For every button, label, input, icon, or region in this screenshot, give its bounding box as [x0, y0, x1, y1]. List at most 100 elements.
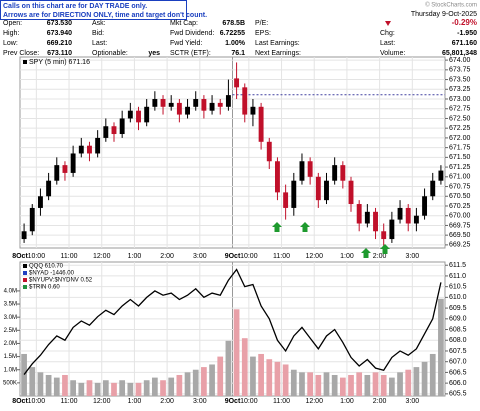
candle-body: [217, 102, 223, 107]
y-tick-label: 671.00: [449, 174, 471, 181]
field-value: 678.5B: [222, 20, 245, 27]
y-tick-label: 610.0: [449, 294, 467, 301]
candle-body: [54, 165, 60, 181]
x-tick-label: 2:00: [160, 398, 174, 405]
legend-swatch: [23, 278, 27, 282]
volume-bar: [168, 377, 175, 396]
field-label: Last Earnings:: [255, 40, 300, 47]
volume-bar: [389, 377, 395, 396]
candle-body: [78, 145, 84, 154]
candle-body: [364, 211, 370, 224]
candle-body: [127, 110, 133, 119]
candle-body: [381, 231, 387, 240]
grid: 8Oct 10:00 11:00 12:00 1:00 2:00 3:00 9Oct 10:00…: [3, 57, 471, 405]
x-tick-label: 9Oct: [225, 253, 241, 260]
volume-bar: [282, 364, 289, 396]
volume-bar: [331, 374, 338, 396]
field-value: 673.530: [47, 20, 72, 27]
volume-bar: [62, 374, 68, 396]
y-tick-label: 670.75: [449, 183, 471, 190]
x-tick-label: 1:00: [128, 253, 142, 260]
x-tick-label: 2:00: [160, 253, 174, 260]
volume-bar: [201, 367, 207, 396]
price-line: [23, 268, 442, 375]
volume-bar: [70, 380, 76, 396]
volume-bar: [413, 367, 420, 396]
down-triangle: [385, 21, 391, 26]
candle-body: [209, 102, 215, 111]
volume-bar: [94, 382, 101, 396]
field-value: 669.210: [47, 40, 72, 47]
field-value: 65,801,348: [442, 50, 477, 57]
volume-bar: [37, 372, 44, 396]
x-tick-label: 3:00: [405, 253, 419, 260]
x-tick-label: 9Oct: [225, 398, 241, 405]
volume-tick-label: 4.0M: [4, 288, 17, 294]
change-pct: -0.29%: [452, 18, 477, 27]
x-tick-label: 3:00: [405, 398, 419, 405]
volume-bar: [119, 380, 126, 396]
volume-bar: [290, 369, 297, 396]
volume-bar: [45, 374, 52, 396]
volume-bar: [184, 372, 191, 396]
x-tick-label: 11:00: [273, 398, 290, 405]
volume-bar: [356, 372, 363, 396]
up-arrow: [380, 244, 390, 254]
field-label: Low:: [3, 40, 18, 47]
candle-body: [348, 180, 354, 205]
volume-tick-label: 3.5M: [4, 302, 17, 308]
volume-bar: [315, 374, 322, 396]
candle-body: [283, 192, 289, 208]
annotation: Calls on this chart are for DAY TRADE on…: [3, 3, 147, 10]
x-tick-label: 10:00: [28, 398, 46, 405]
candle-body: [160, 99, 166, 107]
field-label: Volume:: [380, 50, 405, 57]
field-label: Chg:: [380, 30, 395, 37]
volume-tick-label: 3.0M: [4, 315, 17, 321]
volume-bar: [78, 382, 85, 396]
candle-body: [250, 106, 256, 115]
y-tick-label: 669.75: [449, 222, 471, 229]
x-tick-label: 10:00: [28, 253, 46, 260]
volume-tick-label: 500K: [3, 380, 17, 386]
candle-body: [62, 165, 68, 173]
legend-label: $NYAD -1446.00: [29, 271, 75, 277]
volume-bar: [339, 377, 346, 396]
candle-body: [144, 106, 150, 123]
volume-bar: [250, 356, 256, 396]
volume-bar: [299, 372, 305, 396]
volume-bar: [405, 369, 412, 396]
candle-body: [258, 106, 264, 142]
y-tick-label: 608.5: [449, 326, 467, 333]
y-tick-label: 672.25: [449, 125, 471, 132]
volume-bar: [438, 298, 444, 396]
volume-bar: [217, 356, 224, 396]
field-label: Optionable:: [92, 50, 128, 57]
volume-bar: [421, 361, 428, 396]
y-tick-label: 669.25: [449, 242, 471, 249]
field-value: 673.940: [47, 30, 72, 37]
y-tick-label: 672.75: [449, 106, 471, 113]
field-value: -1.950: [457, 30, 477, 37]
candle-body: [389, 219, 395, 240]
x-tick-label: 3:00: [193, 398, 207, 405]
x-tick-label: 12:00: [305, 398, 323, 405]
candle-body: [413, 215, 419, 224]
y-tick-label: 606.5: [449, 369, 467, 376]
candle-body: [397, 207, 403, 220]
candle-body: [136, 110, 141, 123]
x-tick-label: 10:00: [240, 398, 258, 405]
volume-bar: [127, 382, 134, 396]
candle-body: [70, 153, 76, 173]
up-arrow: [300, 222, 310, 232]
candle-body: [103, 126, 109, 138]
candle-body: [185, 106, 190, 115]
volume-bar: [372, 372, 379, 396]
volume-bar: [397, 372, 403, 396]
legend-swatch: [23, 60, 27, 64]
legend-label: $NYUPV:$NYDNV 0.52: [29, 278, 93, 284]
x-tick-label: 12:00: [93, 398, 111, 405]
y-tick-label: 606.0: [449, 380, 467, 387]
x-tick-label: 12:00: [305, 253, 323, 260]
y-tick-label: 671.50: [449, 154, 471, 161]
